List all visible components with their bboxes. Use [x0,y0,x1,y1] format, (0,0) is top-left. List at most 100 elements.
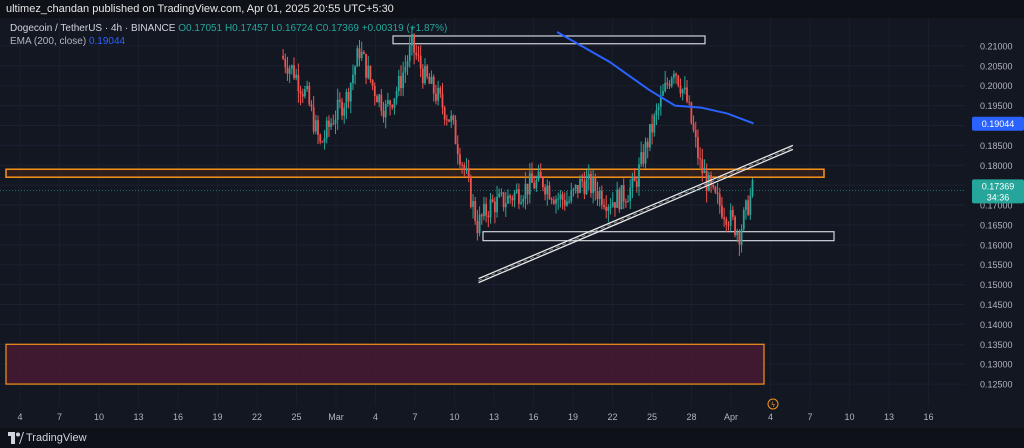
candle-body [555,199,557,204]
candle-body [304,89,306,97]
last-price-label: 0.17369 [982,181,1015,191]
y-tick-label: 0.13500 [980,340,1013,350]
candle-body [443,107,446,120]
candle-body [734,216,736,236]
candle-body [666,82,669,85]
candle-body [386,100,389,104]
candle-body [585,179,588,195]
publisher-header: ultimez_chandan published on TradingView… [0,0,1024,18]
candle-body [330,123,333,127]
candle-body [469,177,472,207]
demand-zone [5,343,765,385]
candle-body [524,183,527,199]
candle-body [500,192,503,194]
y-tick-label: 0.14500 [980,300,1013,310]
candle-body [395,91,398,99]
x-tick-label: 13 [133,412,143,422]
candle-body [312,107,315,132]
candle-body [664,82,667,92]
candle-body [745,200,747,210]
x-tick-label: 7 [807,412,812,422]
candle-body [655,110,658,116]
x-tick-label: 22 [607,412,617,422]
candle-body [557,198,560,200]
candle-body [576,184,579,193]
candle-body [411,34,413,46]
candle-body [646,141,649,148]
candle-body [380,94,383,111]
candle-body [467,169,470,178]
legend-symbol-row: Dogecoin / TetherUS · 4h · BINANCE O0.17… [10,22,447,35]
candle-body [600,190,603,205]
candle-body [701,159,704,174]
x-tick-label: 25 [647,412,657,422]
candle-body [430,76,433,84]
candle-body [716,192,719,195]
candle-body [590,174,592,193]
y-tick-label: 0.16000 [980,240,1013,250]
candle-body [428,76,431,84]
y-tick-label: 0.21000 [980,41,1013,51]
candle-body [362,52,365,54]
candle-body [633,176,636,182]
x-tick-label: 16 [923,412,933,422]
price-chart[interactable]: 0.12500 0.13000 0.13500 0.14000 0.14500 0.150… [0,0,1024,428]
candle-body [439,87,442,94]
candle-body [683,87,686,90]
candle-body [548,185,551,199]
candle-body [520,202,522,204]
candle-body [703,170,706,174]
y-tick-label: 0.20000 [980,81,1013,91]
candle-body [426,66,429,77]
candle-body [570,191,573,202]
candle-body [631,176,634,188]
candle-body [712,184,715,188]
x-tick-label: Mar [328,412,344,422]
legend-symbol: Dogecoin / TetherUS · 4h · BINANCE [10,23,176,34]
candle-body [749,195,752,215]
candle-body [295,74,298,79]
candle-body [640,152,643,165]
candle-body [598,190,601,199]
candle-body [413,34,415,53]
candle-body [673,73,675,78]
candle-body [581,179,584,182]
candle-body [369,65,372,80]
candle-body [290,65,293,69]
x-tick-label: 13 [489,412,499,422]
y-tick-label: 0.18000 [980,161,1013,171]
candle-body [432,76,435,94]
candle-body [286,67,289,74]
candle-body [445,119,448,121]
candle-body [699,158,702,160]
candle-body [697,137,699,159]
candle-body [448,119,450,122]
footer-brand: TradingView [26,432,87,444]
x-tick-label: 10 [94,412,104,422]
candle-body [568,201,571,203]
candle-body [504,203,507,208]
x-tick-label: 10 [844,412,854,422]
candle-body [338,99,341,102]
candle-body [314,120,317,132]
candle-body [502,192,505,208]
candle-body [465,169,468,171]
candle-body [483,203,485,217]
candle-body [609,206,612,208]
x-tick-label: Apr [724,412,738,422]
candle-body [382,110,385,118]
candle-body [707,174,710,191]
x-tick-label: 19 [568,412,578,422]
candle-body [391,104,394,108]
chart-legend: Dogecoin / TetherUS · 4h · BINANCE O0.17… [10,22,447,48]
candle-body [648,124,651,148]
candle-body [297,74,300,92]
candle-body [544,187,546,195]
x-tick-label: 13 [884,412,894,422]
footer: TradingView [0,428,1024,448]
candle-body [611,202,614,207]
candle-body [705,170,708,191]
candle-body [415,52,418,56]
candle-body [472,201,474,207]
candle-body [740,229,743,245]
